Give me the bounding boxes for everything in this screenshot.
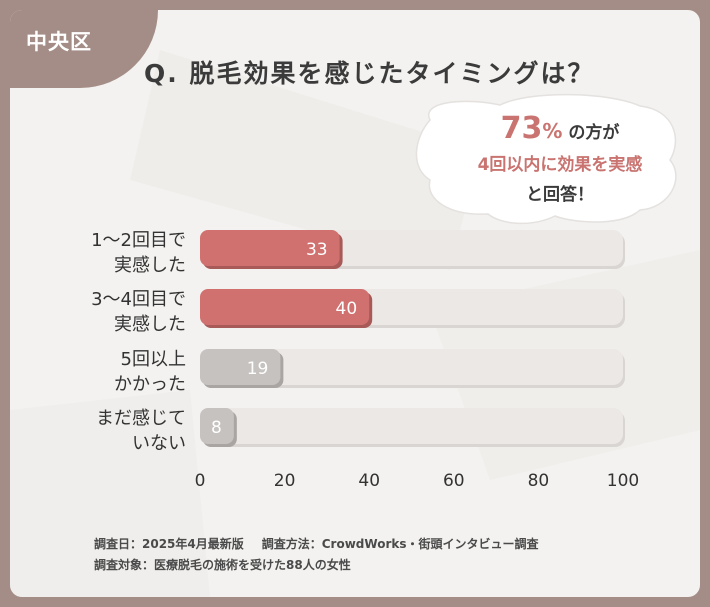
category-label: いない	[132, 433, 186, 454]
region-badge-label: 中央区	[26, 30, 92, 54]
bar	[200, 230, 340, 266]
category-label: かかった	[114, 374, 186, 395]
x-tick-label: 0	[195, 471, 206, 491]
footnote-date: 調査日：2025年4月最新版	[94, 537, 244, 551]
category-label: 3〜4回目で	[91, 289, 186, 310]
bar	[200, 408, 234, 444]
x-tick-label: 20	[274, 471, 296, 491]
x-tick-label: 60	[443, 471, 465, 491]
bar-track	[200, 408, 623, 444]
bubble-line-3: と回答！	[526, 185, 594, 205]
category-label: 実感した	[114, 255, 186, 276]
speech-bubble-shape	[415, 93, 677, 225]
category-label: まだ感じて	[96, 408, 186, 429]
bubble-line-2: 4回以内に効果を実感	[477, 155, 643, 175]
infographic-card: 中央区 Q. 脱毛効果を感じたタイミングは？ 73% の方が 4回以内に効果を実…	[10, 10, 700, 597]
bubble-line-1-suffix: の方が	[568, 123, 620, 143]
category-label: 1〜2回目で	[91, 230, 186, 251]
footnote-target: 調査対象：医療脱毛の施術を受けた88人の女性	[94, 558, 351, 572]
survey-footnote: 調査日：2025年4月最新版 調査方法：CrowdWorks・街頭インタビュー調査…	[94, 534, 557, 576]
bar-chart: 331〜2回目で実感した403〜4回目で実感した195回以上かかった8まだ感じて…	[91, 230, 639, 491]
bubble-line-1: 73% の方が	[440, 112, 680, 150]
bar	[200, 289, 370, 325]
category-label: 実感した	[114, 314, 186, 335]
footnote-method: 調査方法：CrowdWorks・街頭インタビュー調査	[261, 537, 539, 551]
x-tick-label: 40	[358, 471, 380, 491]
x-tick-label: 100	[607, 471, 639, 491]
bubble-percent-unit: %	[542, 119, 563, 143]
category-label: 5回以上	[121, 349, 186, 370]
page-title: Q. 脱毛効果を感じたタイミングは？	[144, 59, 595, 88]
bar-value-label: 40	[336, 299, 358, 319]
bubble-percent: 73	[500, 111, 543, 146]
x-tick-label: 80	[528, 471, 550, 491]
bar-value-label: 8	[211, 418, 222, 438]
bar-track	[200, 349, 623, 385]
bar-value-label: 19	[247, 359, 269, 379]
bar	[200, 349, 281, 385]
bar-value-label: 33	[306, 240, 328, 260]
speech-bubble-text: 73% の方が 4回以内に効果を実感 と回答！	[440, 112, 680, 210]
